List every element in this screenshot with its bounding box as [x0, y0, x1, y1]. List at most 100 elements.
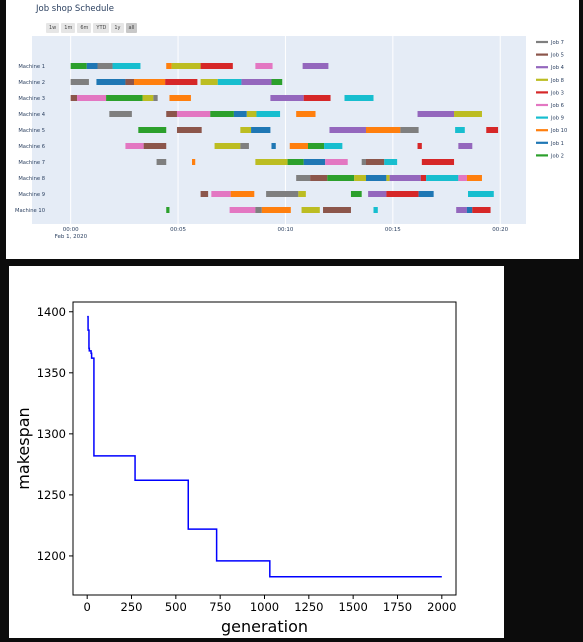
gantt-task-bar[interactable]	[200, 79, 218, 85]
gantt-task-bar[interactable]	[176, 111, 211, 117]
gantt-task-bar[interactable]	[134, 79, 166, 85]
gantt-task-bar[interactable]	[153, 95, 158, 101]
gantt-task-bar[interactable]	[344, 95, 374, 101]
gantt-task-bar[interactable]	[169, 95, 191, 101]
legend-item-label[interactable]: Job 10	[550, 128, 567, 134]
gantt-task-bar[interactable]	[354, 175, 366, 181]
gantt-task-bar[interactable]	[301, 207, 320, 213]
gantt-task-bar[interactable]	[468, 191, 494, 197]
gantt-task-bar[interactable]	[211, 191, 231, 197]
gantt-task-bar[interactable]	[112, 63, 141, 69]
gantt-task-bar[interactable]	[287, 159, 304, 165]
gantt-task-bar[interactable]	[166, 63, 172, 69]
gantt-task-bar[interactable]	[192, 159, 196, 165]
gantt-task-bar[interactable]	[229, 207, 256, 213]
gantt-task-bar[interactable]	[251, 127, 271, 133]
range-button-ytd[interactable]: YTD	[93, 23, 110, 33]
gantt-task-bar[interactable]	[323, 207, 351, 213]
gantt-task-bar[interactable]	[365, 159, 385, 165]
gantt-task-bar[interactable]	[455, 127, 465, 133]
gantt-task-bar[interactable]	[125, 143, 144, 149]
gantt-task-bar[interactable]	[125, 79, 135, 85]
gantt-task-bar[interactable]	[255, 207, 262, 213]
gantt-task-bar[interactable]	[233, 111, 247, 117]
gantt-task-bar[interactable]	[70, 63, 87, 69]
gantt-task-bar[interactable]	[389, 175, 421, 181]
gantt-task-bar[interactable]	[138, 127, 167, 133]
gantt-task-bar[interactable]	[241, 79, 272, 85]
gantt-task-bar[interactable]	[266, 191, 299, 197]
gantt-task-bar[interactable]	[361, 159, 366, 165]
gantt-task-bar[interactable]	[106, 95, 143, 101]
gantt-task-bar[interactable]	[256, 111, 281, 117]
gantt-task-bar[interactable]	[240, 127, 252, 133]
gantt-task-bar[interactable]	[417, 111, 455, 117]
legend-item-label[interactable]: Job 5	[550, 53, 564, 59]
gantt-task-bar[interactable]	[200, 63, 233, 69]
gantt-task-bar[interactable]	[210, 111, 234, 117]
legend-item-label[interactable]: Job 6	[550, 103, 564, 109]
gantt-task-bar[interactable]	[109, 111, 132, 117]
range-button-1m[interactable]: 1m	[61, 23, 76, 33]
gantt-task-bar[interactable]	[270, 95, 304, 101]
range-button-1w[interactable]: 1w	[46, 23, 60, 33]
gantt-task-bar[interactable]	[70, 79, 89, 85]
gantt-task-bar[interactable]	[70, 95, 78, 101]
gantt-task-bar[interactable]	[200, 191, 209, 197]
gantt-task-bar[interactable]	[365, 175, 387, 181]
gantt-task-bar[interactable]	[303, 159, 326, 165]
gantt-task-bar[interactable]	[143, 143, 167, 149]
legend-item-label[interactable]: Job 8	[550, 78, 564, 84]
gantt-task-bar[interactable]	[325, 159, 348, 165]
gantt-task-bar[interactable]	[271, 79, 283, 85]
gantt-task-bar[interactable]	[86, 63, 98, 69]
legend-item-label[interactable]: Job 2	[550, 153, 564, 159]
gantt-task-bar[interactable]	[289, 143, 308, 149]
gantt-task-bar[interactable]	[373, 207, 378, 213]
gantt-task-bar[interactable]	[417, 143, 422, 149]
legend-item-label[interactable]: Job 4	[550, 65, 565, 71]
legend-item-label[interactable]: Job 7	[550, 40, 564, 46]
gantt-task-bar[interactable]	[142, 95, 154, 101]
gantt-task-bar[interactable]	[327, 175, 355, 181]
gantt-task-bar[interactable]	[466, 207, 473, 213]
legend-item-label[interactable]: Job 9	[550, 116, 564, 122]
gantt-task-bar[interactable]	[230, 191, 255, 197]
gantt-task-bar[interactable]	[296, 111, 316, 117]
gantt-task-bar[interactable]	[166, 111, 177, 117]
gantt-task-bar[interactable]	[96, 79, 126, 85]
gantt-task-bar[interactable]	[271, 143, 276, 149]
gantt-task-bar[interactable]	[421, 159, 455, 165]
gantt-task-bar[interactable]	[454, 111, 482, 117]
gantt-task-bar[interactable]	[214, 143, 241, 149]
gantt-task-bar[interactable]	[240, 143, 249, 149]
gantt-task-bar[interactable]	[400, 127, 419, 133]
gantt-task-bar[interactable]	[171, 63, 201, 69]
gantt-task-bar[interactable]	[307, 143, 325, 149]
gantt-task-bar[interactable]	[456, 207, 467, 213]
gantt-task-bar[interactable]	[426, 175, 459, 181]
range-button-all[interactable]: all	[125, 23, 138, 33]
gantt-task-bar[interactable]	[386, 191, 419, 197]
gantt-task-bar[interactable]	[386, 175, 390, 181]
gantt-task-bar[interactable]	[296, 175, 311, 181]
gantt-task-bar[interactable]	[384, 159, 398, 165]
gantt-task-bar[interactable]	[156, 159, 167, 165]
gantt-task-bar[interactable]	[246, 111, 257, 117]
legend-item-label[interactable]: Job 1	[550, 141, 564, 147]
gantt-task-bar[interactable]	[458, 143, 473, 149]
gantt-task-bar[interactable]	[329, 127, 366, 133]
gantt-task-bar[interactable]	[486, 127, 499, 133]
gantt-task-bar[interactable]	[302, 63, 329, 69]
gantt-task-bar[interactable]	[255, 159, 288, 165]
gantt-task-bar[interactable]	[466, 175, 482, 181]
gantt-task-bar[interactable]	[165, 79, 198, 85]
gantt-task-bar[interactable]	[298, 191, 306, 197]
range-button-1y[interactable]: 1y	[111, 23, 124, 33]
gantt-task-bar[interactable]	[350, 191, 362, 197]
gantt-task-bar[interactable]	[365, 127, 401, 133]
gantt-task-bar[interactable]	[472, 207, 491, 213]
gantt-task-bar[interactable]	[458, 175, 467, 181]
gantt-task-bar[interactable]	[217, 79, 242, 85]
gantt-task-bar[interactable]	[77, 95, 107, 101]
